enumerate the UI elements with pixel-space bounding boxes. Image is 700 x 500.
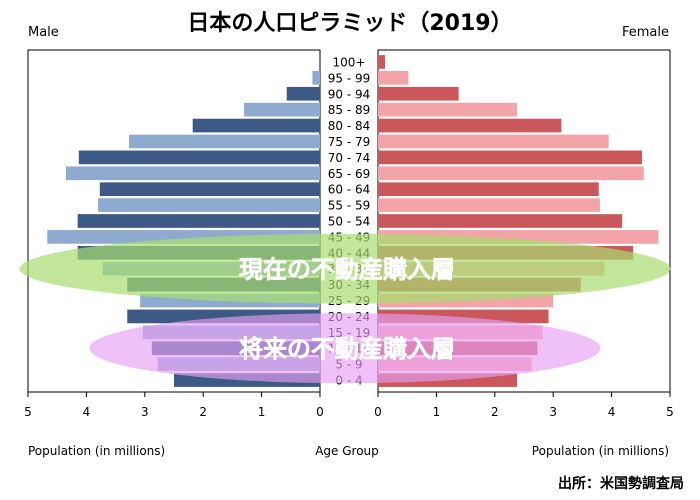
male-bar-80-84 (192, 118, 320, 133)
age-group-label: 85 - 89 (328, 103, 371, 117)
male-bar-60-64 (99, 182, 320, 197)
age-group-label: 90 - 94 (328, 87, 371, 101)
chart-title: 日本の人口ピラミッド（2019） (187, 11, 512, 36)
male-x-tick-label: 1 (258, 405, 266, 419)
age-group-label: 50 - 54 (328, 215, 371, 229)
female-x-tick-label: 4 (608, 405, 616, 419)
female-bar-65-69 (378, 166, 644, 181)
future-buyers-overlay (89, 313, 601, 384)
x-axis-label-center: Age Group (315, 444, 379, 458)
male-x-tick-label: 3 (141, 405, 149, 419)
female-side-label: Female (622, 25, 669, 40)
female-bar-85-89 (378, 102, 517, 117)
age-group-label: 60 - 64 (328, 183, 371, 197)
female-bar-50-54 (378, 214, 623, 228)
current-buyers-overlay (19, 233, 671, 304)
male-x-tick-label: 5 (24, 405, 32, 419)
male-x-tick-label: 4 (83, 405, 91, 419)
source-note: 出所：米国勢調査局 (558, 475, 684, 492)
male-side-label: Male (28, 25, 59, 40)
age-group-label: 65 - 69 (328, 167, 371, 181)
female-x-tick-label: 1 (433, 405, 441, 419)
age-group-label: 95 - 99 (328, 71, 371, 85)
male-bar-90-94 (286, 86, 320, 101)
male-bar-50-54 (77, 214, 320, 228)
female-x-tick-label: 2 (491, 405, 499, 419)
female-bar-100+ (378, 55, 386, 69)
male-bar-65-69 (65, 166, 321, 181)
x-axis-label-male: Population (in millions) (28, 444, 165, 458)
male-x-tick-label: 0 (316, 405, 324, 419)
female-x-tick-label: 5 (666, 405, 674, 419)
age-group-label: 75 - 79 (328, 135, 371, 149)
female-x-tick-label: 0 (374, 405, 382, 419)
male-x-tick-label: 2 (199, 405, 207, 419)
age-group-label: 70 - 74 (328, 151, 371, 165)
age-group-label: 80 - 84 (328, 119, 371, 133)
female-bar-55-59 (378, 198, 600, 212)
male-bar-75-79 (129, 134, 320, 149)
female-bar-90-94 (378, 86, 459, 101)
male-bar-95-99 (312, 71, 320, 85)
age-group-label: 100+ (333, 55, 366, 69)
female-bar-95-99 (378, 71, 409, 85)
male-bar-70-74 (78, 150, 320, 165)
female-bar-60-64 (378, 182, 599, 197)
future-buyers-caption: 将来の不動産購入層 (239, 335, 455, 363)
male-bar-85-89 (244, 102, 320, 117)
male-bar-55-59 (98, 198, 320, 212)
age-group-label: 55 - 59 (328, 199, 371, 213)
x-axis-label-female: Population (in millions) (532, 444, 669, 458)
female-bar-70-74 (378, 150, 642, 165)
female-x-tick-label: 3 (549, 405, 557, 419)
female-bar-75-79 (378, 134, 609, 149)
current-buyers-caption: 現在の不動産購入層 (239, 256, 455, 284)
female-bar-80-84 (378, 118, 562, 133)
